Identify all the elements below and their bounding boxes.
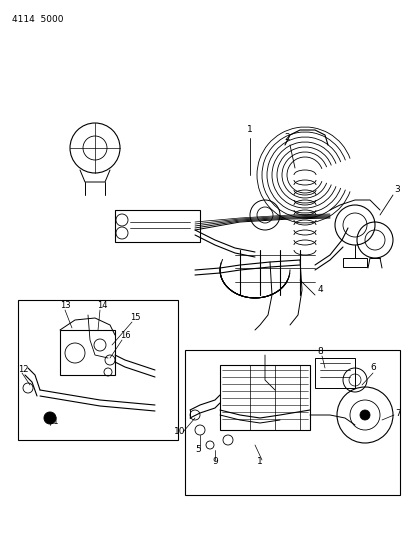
Bar xyxy=(220,365,310,430)
Text: 7: 7 xyxy=(395,408,401,417)
Circle shape xyxy=(44,412,56,424)
Bar xyxy=(60,330,115,375)
Text: 6: 6 xyxy=(370,364,376,373)
Text: 8: 8 xyxy=(317,348,323,357)
Text: 14: 14 xyxy=(97,301,107,310)
Text: 4: 4 xyxy=(317,286,323,295)
Text: 1: 1 xyxy=(247,125,253,134)
Text: 15: 15 xyxy=(130,313,140,322)
Bar xyxy=(115,210,200,242)
Text: 4114  5000: 4114 5000 xyxy=(12,15,64,24)
Circle shape xyxy=(360,410,370,420)
Bar xyxy=(18,300,178,440)
Text: 11: 11 xyxy=(48,416,58,425)
Bar xyxy=(185,350,400,495)
Text: 12: 12 xyxy=(18,366,29,375)
Text: 5: 5 xyxy=(195,446,201,455)
Text: 9: 9 xyxy=(212,457,218,466)
Text: 10: 10 xyxy=(173,427,185,437)
Text: 2: 2 xyxy=(284,133,290,142)
Text: 13: 13 xyxy=(60,301,71,310)
Bar xyxy=(315,358,355,388)
Text: 16: 16 xyxy=(120,330,131,340)
Text: 3: 3 xyxy=(394,185,400,195)
Bar xyxy=(343,258,367,267)
Text: 1: 1 xyxy=(257,457,263,466)
